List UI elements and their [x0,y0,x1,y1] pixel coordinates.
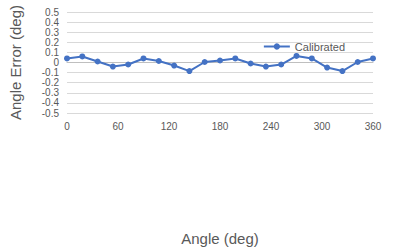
svg-text:0.3: 0.3 [45,27,59,38]
svg-text:240: 240 [263,121,280,132]
svg-text:60: 60 [112,121,124,132]
svg-text:Angle (deg): Angle (deg) [181,230,259,247]
svg-text:-0.3: -0.3 [42,87,60,98]
svg-text:-0.5: -0.5 [42,108,60,119]
svg-text:-0.2: -0.2 [42,77,60,88]
svg-text:0.5: 0.5 [45,7,59,18]
svg-text:120: 120 [161,121,178,132]
svg-text:Calibrated: Calibrated [295,41,345,53]
svg-text:300: 300 [314,121,331,132]
svg-text:Angle Error (deg): Angle Error (deg) [7,5,24,120]
svg-text:-0.4: -0.4 [42,97,60,108]
svg-text:180: 180 [212,121,229,132]
svg-text:360: 360 [365,121,382,132]
svg-text:-0.1: -0.1 [42,67,60,78]
svg-text:0.4: 0.4 [45,17,59,28]
svg-text:0.1: 0.1 [45,47,59,58]
svg-text:0: 0 [64,121,70,132]
svg-text:0.2: 0.2 [45,37,59,48]
svg-text:0: 0 [53,57,59,68]
